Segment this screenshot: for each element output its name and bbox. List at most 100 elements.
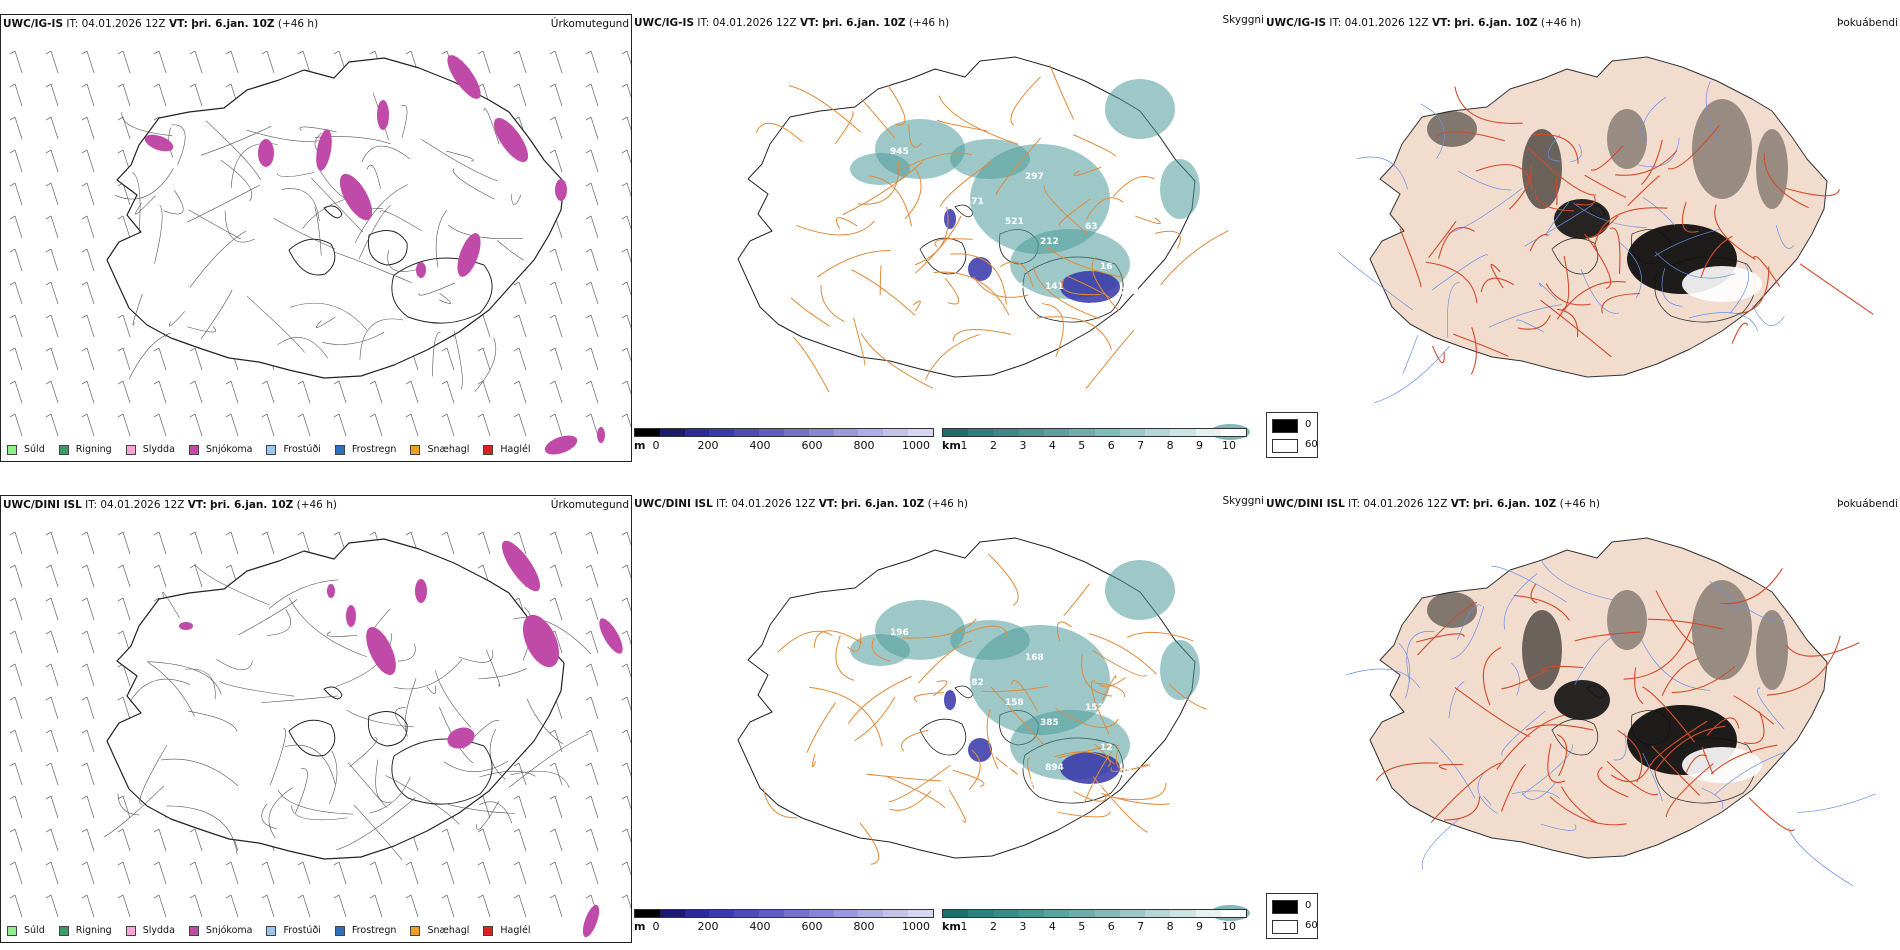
wind-barb-flag	[45, 762, 52, 767]
wind-barb-flag	[513, 861, 520, 866]
wind-barb	[590, 182, 599, 206]
road-line	[1634, 667, 1644, 705]
ceiling-value-label: 521	[1005, 217, 1024, 227]
road-line	[1667, 125, 1720, 170]
road-line	[1748, 797, 1795, 832]
road-line	[1049, 65, 1075, 120]
wind-barb	[122, 380, 131, 404]
wind-barb	[50, 564, 59, 588]
road-line	[1545, 201, 1570, 237]
road-line	[187, 326, 216, 333]
wind-barb-flag	[405, 861, 412, 866]
wind-barb	[446, 413, 455, 437]
road-line	[857, 161, 900, 205]
colorbar-segment	[734, 429, 760, 436]
road-line	[426, 685, 436, 694]
road-line	[1757, 687, 1785, 730]
wind-barb	[518, 83, 527, 107]
wind-barb-flag	[45, 828, 52, 833]
road-line	[291, 805, 348, 821]
iceland-outline	[737, 537, 1207, 865]
road-line	[188, 711, 238, 732]
wind-barb	[338, 894, 347, 918]
road-line	[347, 762, 387, 808]
wind-barb-flag	[441, 50, 448, 55]
wind-barb	[374, 894, 383, 918]
ceiling-value-label: 23	[1120, 768, 1133, 778]
road-line	[168, 311, 185, 327]
wind-barb-flag	[621, 347, 628, 352]
legend-label: Haglél	[500, 925, 531, 936]
road-line	[1766, 635, 1841, 696]
road-line	[260, 695, 338, 704]
wind-barb-flag	[81, 413, 88, 418]
model-name: UWC/DINI ISL	[1266, 498, 1345, 510]
wind-barb-flag	[621, 894, 628, 899]
ceiling-value-label: 202	[1120, 287, 1139, 297]
wind-barb	[626, 116, 631, 131]
wind-barb	[482, 894, 491, 918]
legend-label: Slydda	[142, 925, 175, 936]
road-line	[950, 253, 1007, 305]
colorbar-tick: 1000	[902, 920, 930, 933]
wind-barb-flag	[81, 861, 88, 866]
wind-barb-flag	[549, 50, 556, 55]
road-line	[1720, 568, 1783, 605]
snowfall-area	[316, 129, 332, 171]
wind-barb-flag	[117, 795, 124, 800]
glacier-outline	[323, 686, 343, 700]
colorbar-segment	[993, 429, 1019, 436]
wind-barb	[626, 894, 631, 909]
road-line	[763, 788, 798, 819]
wind-barb	[50, 347, 59, 371]
fog-legend-row1: 0 60	[1266, 412, 1318, 458]
colorbar-unit: m	[634, 439, 646, 452]
wind-barb	[554, 50, 563, 74]
road-line	[1701, 787, 1724, 810]
wind-barb-flag	[441, 828, 448, 833]
road-line	[366, 164, 381, 189]
snowfall-area	[544, 435, 578, 455]
wind-barb-flag	[405, 894, 412, 899]
ceiling-value-label: 152	[1085, 703, 1104, 713]
wind-barb	[518, 314, 527, 338]
wind-barb	[374, 413, 383, 437]
colorbar-tick: 4	[1048, 439, 1056, 452]
road-line	[246, 129, 320, 142]
snowfall-area	[582, 904, 600, 938]
wind-barb-flag	[9, 116, 16, 121]
wind-barb-flag	[549, 281, 556, 286]
road-line	[1533, 133, 1579, 164]
init-time: 04.01.2026 12Z	[81, 18, 166, 30]
road-line	[1574, 632, 1621, 685]
wind-barb	[626, 828, 631, 843]
fog-legend-light	[1272, 439, 1298, 453]
wind-barb	[590, 795, 599, 819]
wind-barb	[626, 215, 631, 230]
road-line	[1168, 683, 1207, 710]
iceland-outline	[106, 57, 565, 392]
wind-barb-flag	[81, 828, 88, 833]
wind-barb	[14, 413, 23, 437]
road-line	[1775, 224, 1795, 249]
road-line	[1448, 681, 1465, 719]
wind-barb-flag	[45, 215, 52, 220]
wind-barb-flag	[369, 50, 376, 55]
lead-time: (+46 h)	[927, 498, 968, 510]
road-line	[1671, 665, 1736, 694]
wind-barb-flag	[81, 795, 88, 800]
road-line	[1061, 279, 1101, 296]
colorbar-segment	[684, 429, 710, 436]
init-time: 04.01.2026 12Z	[712, 17, 797, 29]
ceiling-value-label: 571	[965, 197, 984, 207]
road-line	[847, 675, 913, 724]
wind-barb-flag	[297, 531, 304, 536]
road-line	[1480, 277, 1515, 293]
road-line	[277, 789, 354, 815]
wind-barb	[86, 762, 95, 786]
road-line	[1450, 605, 1485, 660]
road-line	[432, 332, 441, 377]
road-line	[478, 668, 527, 679]
visibility-panel-row1: UWC/IG-IS IT: 04.01.2026 12Z VT: þri. 6.…	[632, 14, 1264, 462]
colorbar-segment	[1220, 429, 1246, 436]
